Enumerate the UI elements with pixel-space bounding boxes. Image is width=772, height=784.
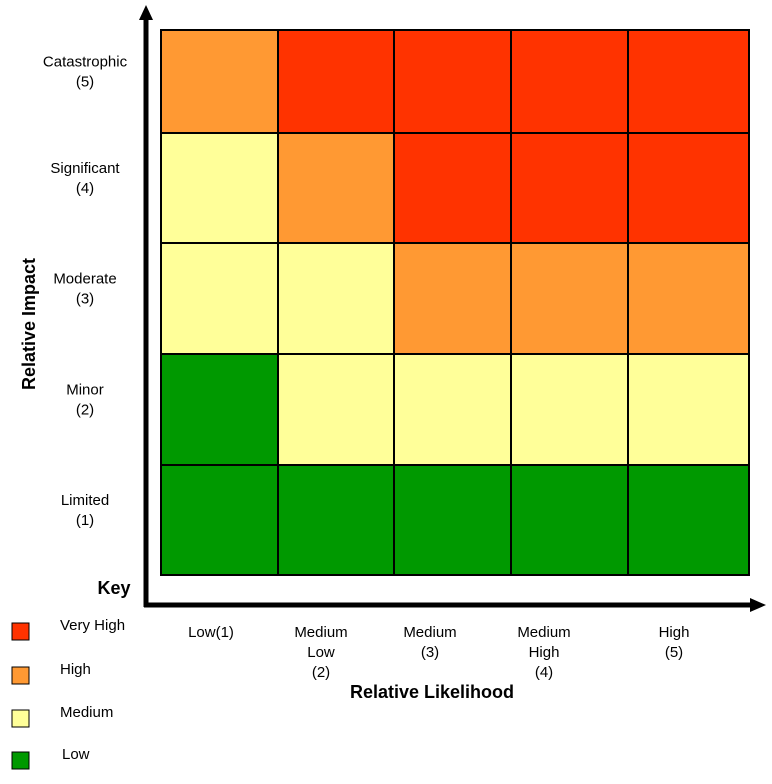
x-axis-title: Relative Likelihood: [350, 682, 514, 702]
risk-cell-high: [160, 29, 279, 134]
risk-cell-low: [393, 464, 512, 576]
x-tick-label: High (5): [659, 624, 690, 661]
x-axis-arrow: [750, 598, 766, 612]
x-tick-labels: Low(1) Medium Low (2) Medium (3) Medium High (4)…: [188, 624, 689, 681]
risk-cell-low: [160, 353, 279, 466]
y-tick-label: Significant (4): [50, 160, 120, 197]
risk-cell-very-high: [510, 132, 629, 244]
risk-cell-high: [277, 132, 395, 244]
risk-cell-high: [510, 242, 629, 355]
legend-label-medium: Medium: [60, 704, 113, 721]
legend-label-high: High: [60, 661, 91, 678]
risk-cell-very-high: [627, 29, 750, 134]
legend-label-low: Low: [62, 746, 90, 763]
risk-cell-medium: [160, 132, 279, 244]
y-tick-label: Limited (1): [61, 492, 109, 529]
legend-swatch-very-high: [11, 622, 30, 641]
legend-swatch-low: [11, 751, 30, 770]
risk-cell-medium: [510, 353, 629, 466]
risk-cell-very-high: [510, 29, 629, 134]
risk-cell-high: [627, 242, 750, 355]
risk-cell-low: [160, 464, 279, 576]
matrix-grid: [160, 29, 750, 576]
legend: Very High High Medium Low: [11, 617, 125, 770]
legend-swatch-high: [11, 666, 30, 685]
risk-cell-medium: [393, 353, 512, 466]
risk-cell-very-high: [277, 29, 395, 134]
x-tick-label: Low(1): [188, 624, 234, 641]
risk-cell-high: [393, 242, 512, 355]
legend-title: Key: [97, 578, 130, 598]
axes: [139, 5, 766, 612]
y-tick-label: Catastrophic (5): [43, 54, 128, 91]
legend-label-very-high: Very High: [60, 617, 125, 634]
y-tick-label: Minor (2): [66, 382, 104, 419]
y-tick-label: Moderate (3): [53, 271, 116, 308]
y-axis-arrow: [139, 5, 153, 20]
risk-cell-medium: [277, 242, 395, 355]
risk-cell-low: [510, 464, 629, 576]
x-tick-label: Medium (3): [403, 624, 456, 661]
risk-cell-very-high: [627, 132, 750, 244]
risk-cell-medium: [160, 242, 279, 355]
risk-cell-medium: [627, 353, 750, 466]
y-tick-labels: Catastrophic (5) Significant (4) Moderate (3)…: [43, 54, 128, 530]
risk-cell-low: [277, 464, 395, 576]
legend-swatch-medium: [11, 709, 30, 728]
y-axis-title: Relative Impact: [19, 258, 39, 390]
risk-cell-very-high: [393, 132, 512, 244]
risk-cell-medium: [277, 353, 395, 466]
risk-cell-very-high: [393, 29, 512, 134]
x-tick-label: Medium Low (2): [294, 624, 347, 681]
risk-cell-low: [627, 464, 750, 576]
x-tick-label: Medium High (4): [517, 624, 570, 681]
